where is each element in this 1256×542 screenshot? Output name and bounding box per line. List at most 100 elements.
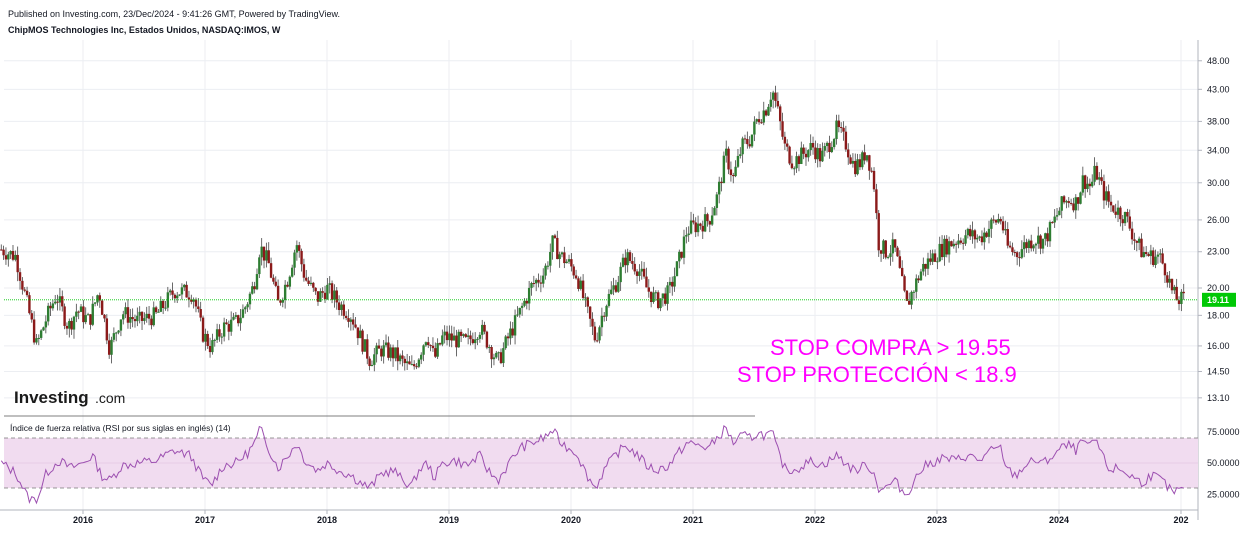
candle-body: [103, 314, 106, 319]
candle-body: [232, 316, 235, 320]
candle-body: [131, 317, 134, 320]
candle-body: [75, 311, 78, 317]
candle-body: [828, 142, 831, 153]
candle-body: [30, 313, 33, 320]
candle-body: [706, 214, 709, 222]
candle-body: [403, 358, 406, 364]
candle-body: [488, 347, 491, 349]
candle-body: [204, 333, 207, 342]
candle-body: [255, 274, 259, 290]
candle-body: [664, 293, 667, 304]
candle-body: [1020, 249, 1024, 258]
candle-body: [1074, 197, 1077, 211]
candle-body: [640, 268, 643, 272]
instrument-title: ChipMOS Technologies Inc, Estados Unidos…: [8, 25, 281, 35]
candle-body: [14, 254, 17, 260]
candle-body: [567, 259, 571, 262]
candle-body: [424, 342, 428, 346]
candle-body: [675, 261, 679, 277]
y-tick-label: 48.00: [1207, 56, 1230, 66]
candle-body: [164, 307, 167, 309]
candle-body: [610, 289, 613, 294]
candle-body: [1102, 181, 1106, 201]
candle-body: [178, 294, 181, 296]
candle-body: [868, 155, 871, 171]
candle-body: [234, 315, 238, 317]
candle-body: [551, 235, 554, 252]
candle-body: [180, 287, 184, 295]
candle-body: [605, 305, 608, 317]
candle-body: [434, 348, 437, 357]
candle-body: [119, 319, 123, 331]
candle-body: [16, 254, 19, 273]
last-price-badge-bg: [1202, 292, 1236, 307]
candle-body: [600, 315, 604, 328]
candle-body: [91, 303, 94, 325]
candle-body: [1069, 202, 1073, 204]
candle-body: [305, 277, 308, 281]
candle-body: [518, 307, 521, 315]
candle-body: [1177, 300, 1181, 305]
candle-body: [173, 294, 177, 299]
candle-body: [415, 366, 418, 368]
candle-body: [330, 283, 334, 300]
candle-body: [804, 153, 808, 158]
candle-body: [1107, 191, 1110, 202]
candle-body: [492, 357, 496, 360]
candle-body: [807, 150, 810, 158]
candle-body: [126, 307, 130, 323]
investing-logo: Investing .com: [14, 388, 125, 407]
candle-body: [466, 335, 470, 337]
candle-body: [1144, 252, 1148, 255]
published-info: Published on Investing.com, 23/Dec/2024 …: [8, 9, 341, 19]
candle-body: [649, 291, 653, 303]
candle-body: [715, 194, 719, 208]
candle-body: [1001, 221, 1005, 231]
logo-main-text: Investing: [14, 388, 89, 407]
candle-body: [1161, 253, 1164, 264]
candle-body: [464, 334, 467, 337]
candle-body: [520, 305, 524, 308]
candle-body: [1098, 177, 1101, 180]
candle-body: [349, 319, 353, 322]
candle-body: [858, 159, 862, 168]
rsi-line: [0, 425, 1184, 505]
candle-body: [1130, 228, 1134, 240]
candle-body: [363, 339, 367, 352]
candle-body: [797, 156, 801, 164]
candle-body: [218, 329, 221, 337]
candle-body: [1022, 242, 1026, 250]
candle-body: [809, 143, 812, 151]
candle-body: [598, 327, 601, 341]
candle-body: [999, 218, 1002, 222]
candle-body: [9, 250, 12, 255]
candle-body: [300, 250, 303, 265]
candle-body: [579, 280, 582, 289]
candle-body: [1062, 196, 1066, 203]
candle-body: [884, 240, 887, 258]
candle-body: [814, 147, 817, 160]
candle-body: [877, 213, 880, 251]
candle-body: [910, 291, 913, 305]
candle-body: [1163, 263, 1167, 276]
y-tick-label: 38.00: [1207, 116, 1230, 126]
candle-body: [1055, 215, 1059, 217]
price-axis: 48.00 43.00 38.00 34.00 30.00 26.00 23.00 20.00…: [1197, 40, 1230, 520]
candle-body: [192, 299, 195, 302]
candle-body: [682, 236, 686, 258]
candle-body: [811, 143, 815, 148]
candle-body: [950, 241, 953, 247]
candle-body: [408, 361, 411, 365]
candle-body: [1060, 196, 1063, 211]
candle-body: [1044, 233, 1047, 239]
candle-body: [919, 271, 923, 281]
candle-body: [420, 354, 423, 360]
candle-body: [654, 292, 658, 294]
last-price-badge: 19.11: [1202, 292, 1236, 307]
candle-body: [973, 230, 977, 240]
candle-body: [138, 311, 141, 316]
candle-body: [412, 364, 416, 367]
candle-body: [926, 258, 930, 269]
candle-body: [938, 243, 941, 262]
